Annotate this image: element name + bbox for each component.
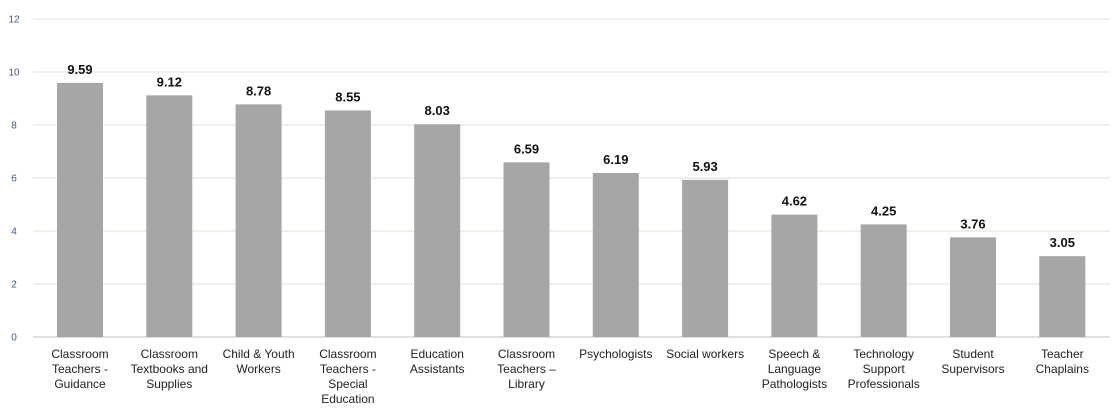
bar bbox=[235, 104, 282, 337]
category-label: Education Assistants bbox=[410, 347, 465, 376]
category-label: Teacher Chaplains bbox=[1036, 347, 1089, 376]
bar bbox=[414, 124, 461, 337]
category-label-line: Education bbox=[411, 347, 464, 361]
category-label-line: Chaplains bbox=[1036, 362, 1089, 376]
category-label-line: Workers bbox=[236, 362, 280, 376]
category-label: Classroom Teachers -Guidance bbox=[51, 347, 108, 391]
bar bbox=[146, 95, 193, 337]
data-label: 8.78 bbox=[246, 83, 271, 98]
category-label-line: Guidance bbox=[54, 377, 106, 391]
category-label-line: Classroom bbox=[141, 347, 198, 361]
data-label: 4.62 bbox=[782, 194, 807, 209]
data-label: 9.12 bbox=[157, 74, 182, 89]
y-axis-ticks: 0 2 4 6 8 10 12 bbox=[8, 15, 20, 344]
category-label-line: Student bbox=[952, 347, 994, 361]
category-label-line: Teachers - bbox=[320, 362, 376, 376]
category-label-line: Special bbox=[328, 377, 367, 391]
data-label: 8.55 bbox=[335, 89, 360, 104]
y-tick-label: 6 bbox=[11, 174, 17, 185]
category-label: Classroom Teachers – Library bbox=[497, 347, 556, 391]
bar bbox=[57, 82, 103, 338]
category-label: Psychologists bbox=[579, 347, 652, 361]
category-label: Speech & Language Pathologists bbox=[762, 347, 827, 391]
data-label: 4.25 bbox=[871, 203, 896, 218]
y-tick-label: 4 bbox=[11, 227, 17, 238]
category-label-line: Pathologists bbox=[762, 377, 827, 391]
data-label: 9.59 bbox=[67, 62, 92, 77]
data-labels: 9.59 9.12 8.78 8.55 8.03 6.59 6.19 5.93 4.62 4.25… bbox=[67, 62, 1075, 250]
data-label: 3.05 bbox=[1050, 235, 1075, 250]
category-label-line: Support bbox=[863, 362, 906, 376]
y-tick-label: 12 bbox=[8, 15, 20, 26]
y-tick-label: 0 bbox=[11, 333, 17, 344]
data-label: 6.59 bbox=[514, 141, 539, 156]
data-label: 6.19 bbox=[603, 152, 628, 167]
bars bbox=[57, 82, 1086, 338]
category-label-line: Assistants bbox=[410, 362, 465, 376]
data-label: 3.76 bbox=[960, 216, 985, 231]
category-label-line: Teachers – bbox=[497, 362, 556, 376]
bar bbox=[592, 172, 639, 337]
category-label-line: Child & Youth bbox=[223, 347, 295, 361]
category-label-line: Speech & bbox=[768, 347, 820, 361]
gridlines bbox=[33, 18, 1110, 338]
y-tick-label: 2 bbox=[11, 280, 17, 291]
bar bbox=[950, 237, 996, 337]
category-label: Classroom Textbooks and Supplies bbox=[131, 347, 208, 391]
category-label-line: Teacher bbox=[1041, 347, 1084, 361]
category-label-line: Textbooks and bbox=[131, 362, 208, 376]
category-label-line: Psychologists bbox=[579, 347, 652, 361]
category-label: Child & Youth Workers bbox=[223, 347, 295, 376]
data-label: 5.93 bbox=[692, 159, 717, 174]
bar bbox=[860, 224, 907, 337]
category-label-line: Supervisors bbox=[941, 362, 1004, 376]
bar bbox=[503, 162, 550, 337]
category-label-line: Library bbox=[508, 377, 545, 391]
data-label: 8.03 bbox=[425, 103, 450, 118]
category-label-line: Language bbox=[768, 362, 822, 376]
bar bbox=[771, 214, 818, 337]
y-tick-label: 10 bbox=[8, 68, 20, 79]
category-label-line: Teachers - bbox=[52, 362, 108, 376]
category-label: Technology Support Professionals bbox=[848, 347, 920, 391]
category-label: Classroom Teachers -Special Education bbox=[319, 347, 376, 406]
category-label-line: Professionals bbox=[848, 377, 920, 391]
category-label: Student Supervisors bbox=[941, 347, 1004, 376]
category-label-line: Classroom bbox=[319, 347, 376, 361]
bar bbox=[682, 179, 729, 337]
category-label: Social workers bbox=[666, 347, 744, 361]
category-label-line: Classroom bbox=[498, 347, 555, 361]
category-label-line: Classroom bbox=[51, 347, 108, 361]
category-label-line: Technology bbox=[853, 347, 914, 361]
bar bbox=[1039, 256, 1086, 337]
y-tick-label: 8 bbox=[11, 121, 17, 132]
category-label-line: Education bbox=[321, 392, 374, 406]
category-label-line: Social workers bbox=[666, 347, 744, 361]
category-label-line: Supplies bbox=[146, 377, 192, 391]
bar bbox=[324, 110, 371, 337]
